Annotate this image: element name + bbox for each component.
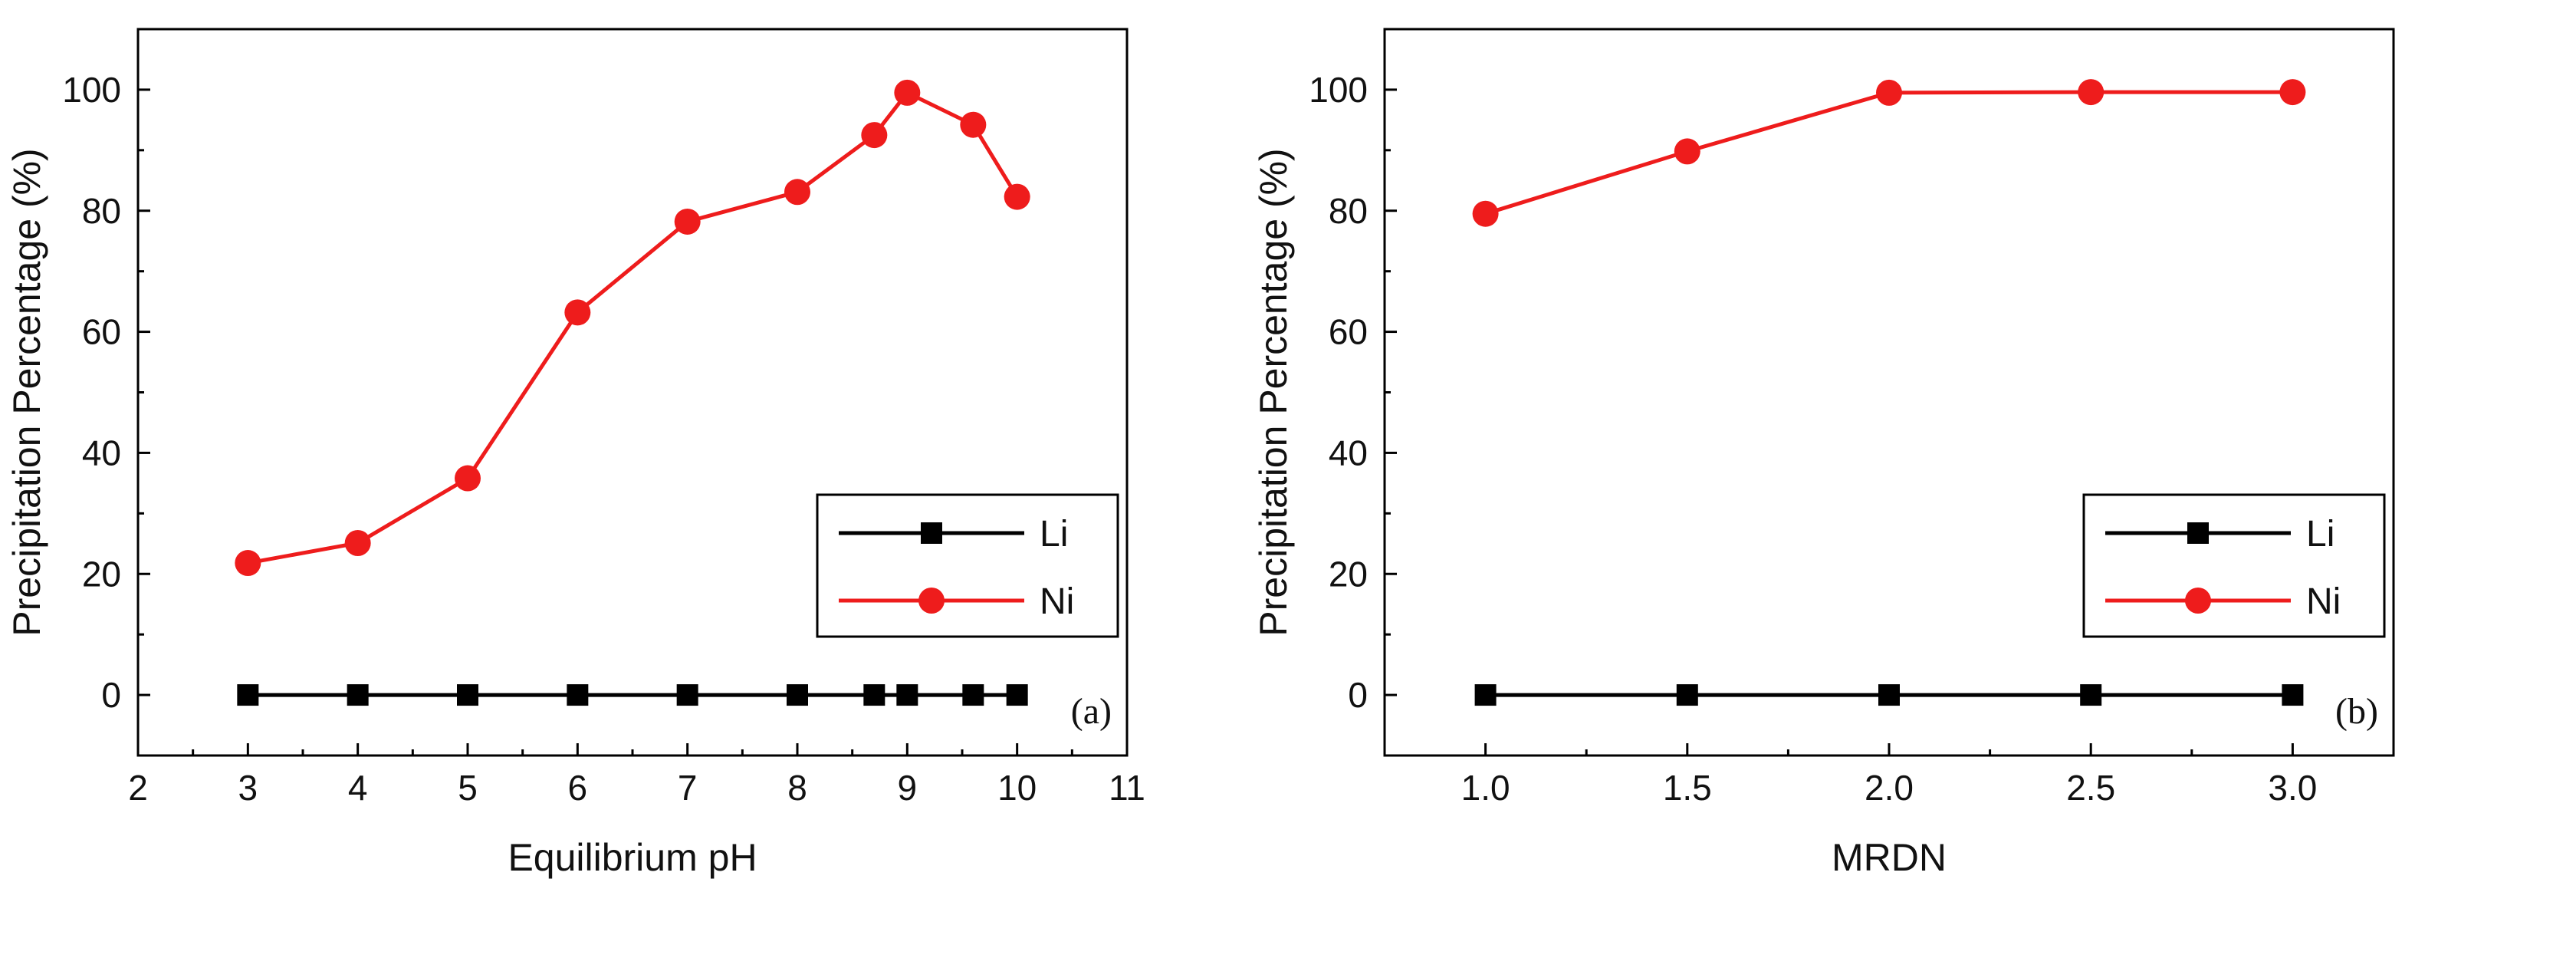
data-point-ni (1472, 200, 1499, 227)
data-point-ni (674, 208, 701, 235)
series-line-ni (1484, 90, 2293, 216)
data-point-li (1676, 684, 1698, 706)
data-point-li (676, 684, 698, 706)
data-point-ni (2279, 79, 2306, 106)
legend-marker-li (921, 522, 942, 544)
legend-marker-ni (918, 588, 945, 614)
data-point-ni (235, 550, 261, 577)
x-tick-label: 8 (787, 768, 807, 808)
y-tick-label: 0 (1348, 675, 1368, 715)
y-tick-label: 60 (82, 312, 121, 352)
y-tick-label: 80 (1329, 191, 1368, 231)
panel-label: (a) (1071, 691, 1112, 732)
legend-box (2082, 493, 2386, 638)
data-point-ni (2078, 79, 2104, 106)
data-point-ni (1004, 183, 1030, 210)
data-point-li (1006, 684, 1028, 706)
legend: Li Ni (2082, 493, 2386, 638)
plot-frame (1383, 28, 2395, 757)
chart-panel-a: 2 3 4 5 6 7 8 9 10 11 0 20 40 60 80 100 Equilibrium pH Pr… (5, 28, 1145, 879)
data-point-ni (784, 179, 810, 206)
legend-label-li: Li (1040, 514, 1068, 555)
plot-frame (136, 28, 1129, 757)
x-tick-label: 3.0 (2268, 768, 2317, 808)
panel-label: (b) (2335, 691, 2378, 732)
chart-panel-b: 1.0 1.5 2.0 2.5 3.0 0 20 40 60 80 100 MRDN Precipita… (1252, 28, 2395, 879)
x-tick-label: 9 (898, 768, 918, 808)
data-point-ni (960, 111, 987, 138)
x-tick-label: 1.0 (1461, 768, 1510, 808)
x-tick-label: 7 (678, 768, 698, 808)
x-tick-label: 3 (238, 768, 258, 808)
y-tick-label: 20 (82, 554, 121, 594)
data-point-li (2080, 684, 2102, 706)
x-tick-label: 2.0 (1865, 768, 1914, 808)
y-tick-label: 60 (1329, 312, 1368, 352)
legend-label-ni: Ni (1040, 581, 1074, 622)
data-point-ni (564, 299, 591, 326)
x-axis-title: MRDN (1832, 836, 1947, 879)
x-tick-label: 2.5 (2066, 768, 2115, 808)
data-point-li (457, 684, 478, 706)
data-point-li (863, 684, 886, 706)
x-tick-label: 5 (458, 768, 478, 808)
data-point-li (1474, 684, 1497, 706)
y-axis-title: Precipitation Percentage (%) (1252, 148, 1295, 636)
x-tick-label: 2 (128, 768, 148, 808)
legend: Li Ni (816, 493, 1119, 638)
data-point-ni (894, 79, 921, 106)
x-tick-label: 1.5 (1663, 768, 1712, 808)
data-point-li (787, 684, 808, 706)
y-tick-label: 0 (101, 675, 121, 715)
x-tick-label: 10 (997, 768, 1037, 808)
y-tick-label: 100 (62, 70, 121, 110)
data-point-ni (1674, 138, 1700, 165)
y-tick-label: 80 (82, 191, 121, 231)
series-line-ni (247, 90, 1019, 565)
data-point-ni (1876, 79, 1902, 106)
x-tick-label: 6 (568, 768, 588, 808)
data-point-li (567, 684, 589, 706)
legend-label-ni: Ni (2306, 581, 2341, 622)
data-point-li (237, 684, 259, 706)
data-point-li (962, 684, 984, 706)
y-axis-title: Precipitation Percentage (%) (5, 148, 48, 636)
y-tick-label: 100 (1309, 70, 1368, 110)
data-point-ni (344, 530, 371, 557)
y-tick-label: 40 (1329, 433, 1368, 472)
data-point-ni (455, 465, 481, 492)
legend-marker-li (2187, 522, 2209, 544)
legend-marker-ni (2185, 588, 2211, 614)
data-point-li (896, 684, 918, 706)
x-axis-title: Equilibrium pH (508, 836, 757, 879)
x-tick-label: 11 (1109, 768, 1145, 808)
data-point-ni (861, 122, 888, 149)
data-point-li (2282, 684, 2304, 706)
y-tick-label: 20 (1329, 554, 1368, 594)
data-point-li (347, 684, 369, 706)
legend-label-li: Li (2306, 514, 2334, 555)
data-point-li (1878, 684, 1900, 706)
legend-box (816, 493, 1119, 638)
y-tick-label: 40 (82, 433, 121, 472)
x-tick-label: 4 (348, 768, 368, 808)
